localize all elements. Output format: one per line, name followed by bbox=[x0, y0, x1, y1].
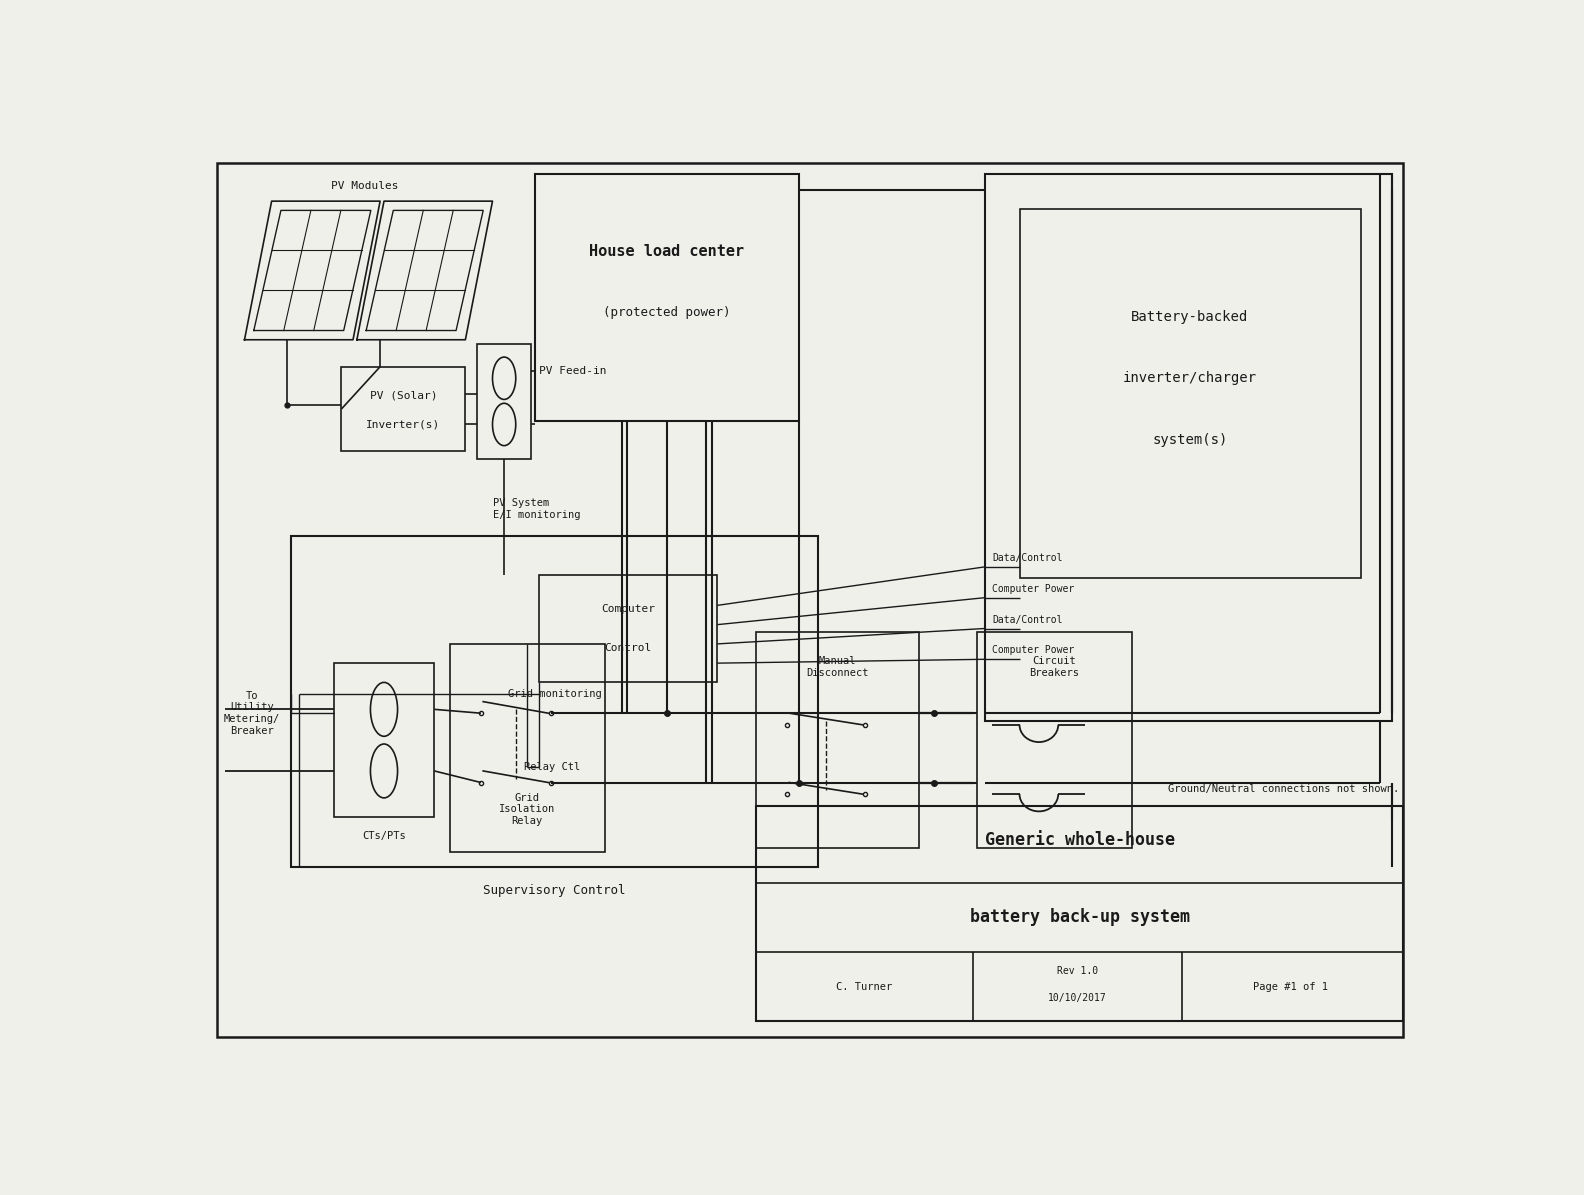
Bar bbox=[985, 174, 1391, 721]
Bar bbox=[756, 632, 919, 848]
Text: inverter/charger: inverter/charger bbox=[1123, 372, 1258, 385]
Text: Battery-backed: Battery-backed bbox=[1131, 310, 1248, 324]
Text: Computer Power: Computer Power bbox=[992, 645, 1074, 655]
Text: Ground/Neutral connections not shown.: Ground/Neutral connections not shown. bbox=[1167, 784, 1399, 793]
Text: PV System
E/I monitoring: PV System E/I monitoring bbox=[493, 498, 580, 520]
Text: Data/Control: Data/Control bbox=[992, 614, 1063, 625]
Bar bbox=[539, 575, 718, 682]
Bar bbox=[1020, 209, 1361, 578]
Bar bbox=[977, 632, 1133, 848]
Text: battery back-up system: battery back-up system bbox=[969, 908, 1190, 926]
Text: CTs/PTs: CTs/PTs bbox=[363, 832, 406, 841]
Bar bbox=[535, 174, 798, 421]
Text: Control: Control bbox=[605, 643, 651, 652]
Bar bbox=[450, 644, 605, 852]
Text: Supervisory Control: Supervisory Control bbox=[483, 884, 626, 896]
Text: Inverter(s): Inverter(s) bbox=[366, 419, 440, 429]
Bar bbox=[334, 663, 434, 817]
Bar bbox=[342, 367, 466, 452]
Text: Circuit
Breakers: Circuit Breakers bbox=[1030, 656, 1079, 678]
Text: Computer Power: Computer Power bbox=[992, 584, 1074, 594]
Text: Grid monitoring: Grid monitoring bbox=[508, 690, 602, 699]
Text: Page #1 of 1: Page #1 of 1 bbox=[1253, 981, 1329, 992]
Text: PV (Solar): PV (Solar) bbox=[369, 391, 437, 402]
Text: C. Turner: C. Turner bbox=[836, 981, 893, 992]
Text: To
Utility
Metering/
Breaker: To Utility Metering/ Breaker bbox=[223, 691, 280, 736]
Text: Relay Ctl: Relay Ctl bbox=[523, 762, 580, 772]
Text: Manual
Disconnect: Manual Disconnect bbox=[806, 656, 868, 678]
Text: PV Modules: PV Modules bbox=[331, 180, 398, 191]
Bar bbox=[756, 805, 1403, 1022]
Bar bbox=[477, 344, 531, 459]
Text: Data/Control: Data/Control bbox=[992, 553, 1063, 563]
Text: Computer: Computer bbox=[600, 605, 656, 614]
Text: Rev 1.0: Rev 1.0 bbox=[1057, 966, 1098, 976]
Text: Grid
Isolation
Relay: Grid Isolation Relay bbox=[499, 792, 556, 826]
Text: PV Feed-in: PV Feed-in bbox=[539, 366, 607, 375]
Text: House load center: House load center bbox=[589, 244, 744, 258]
Bar bbox=[291, 537, 817, 868]
Text: (protected power): (protected power) bbox=[604, 306, 730, 319]
Text: 10/10/2017: 10/10/2017 bbox=[1049, 993, 1107, 1003]
Text: Generic whole-house: Generic whole-house bbox=[985, 832, 1175, 850]
Text: system(s): system(s) bbox=[1152, 433, 1228, 447]
